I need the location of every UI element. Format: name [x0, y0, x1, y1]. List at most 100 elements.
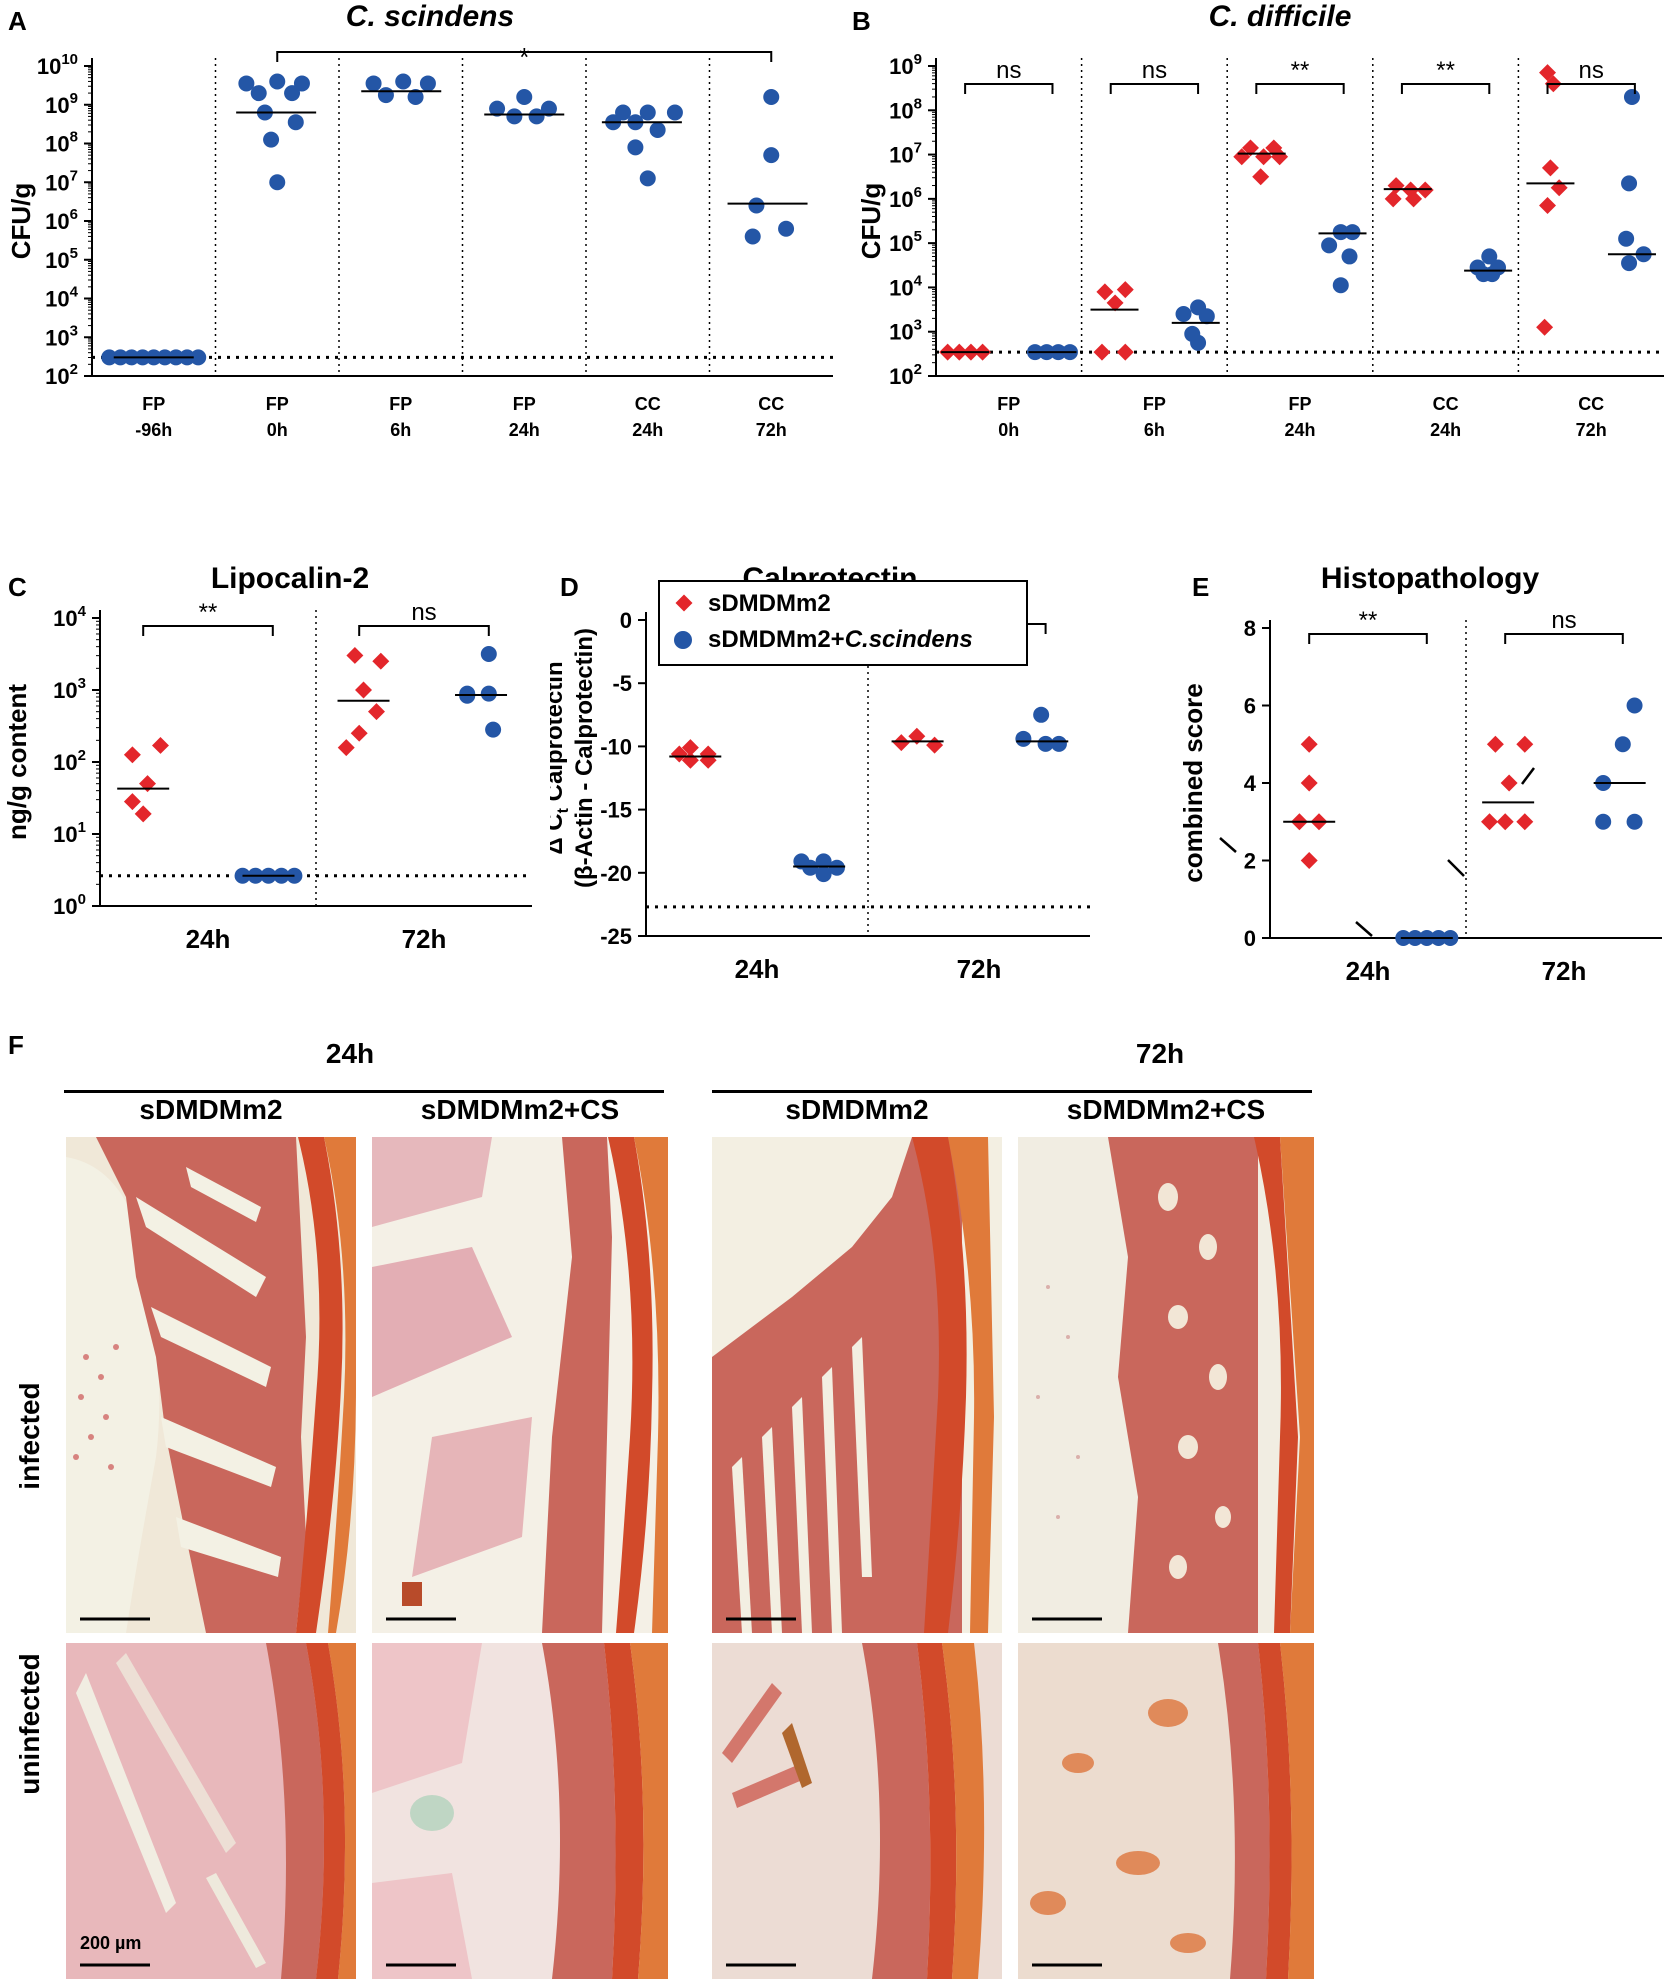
x-tick-label: 72h — [957, 954, 1002, 984]
chart-title-e: Histopathology — [1320, 562, 1540, 595]
x-tick-label: 72h — [1542, 956, 1587, 986]
data-point-circle — [506, 108, 523, 125]
y-tick-label: 107 — [45, 167, 78, 195]
x-tick-label: FP — [266, 394, 289, 414]
significance-bracket — [358, 625, 490, 636]
data-point-circle — [1175, 306, 1192, 322]
data-point-diamond — [926, 736, 944, 754]
significance-bracket — [1308, 633, 1428, 644]
data-point-diamond — [1550, 179, 1568, 197]
y-axis-label: ng/g content — [2, 684, 32, 840]
data-point-circle — [1198, 308, 1215, 325]
significance-bracket — [276, 51, 773, 62]
data-point-circle — [516, 89, 533, 105]
significance-label: ** — [199, 600, 218, 626]
data-point-diamond — [892, 734, 910, 752]
data-point-circle — [639, 170, 656, 187]
data-point-circle — [287, 114, 304, 131]
data-point-circle — [802, 859, 819, 876]
y-tick-label: -25 — [600, 924, 632, 949]
x-tick-label: FP — [389, 394, 412, 414]
x-tick-label: 24h — [735, 954, 780, 984]
data-point-circle — [395, 73, 412, 90]
data-point-diamond — [1271, 148, 1289, 166]
data-point-circle — [1190, 334, 1207, 351]
row-label-uninfected: uninfected — [14, 1653, 45, 1795]
x-tick-label: FP — [997, 394, 1020, 414]
arrow-icon — [1521, 767, 1535, 785]
legend-label-sdmdmm2: sDMDMm2 — [708, 590, 831, 617]
histology-image-72h-sdmdmm2-infected — [712, 1137, 1002, 1633]
data-point-diamond — [151, 736, 169, 754]
panel-letter-c: C — [8, 572, 27, 602]
data-point-diamond — [1516, 813, 1534, 831]
data-point-circle — [639, 104, 656, 121]
data-point-circle — [1341, 248, 1358, 265]
data-point-circle — [269, 73, 286, 90]
data-point-circle — [528, 108, 545, 125]
y-tick-label: 105 — [45, 245, 78, 273]
data-point-circle — [263, 131, 280, 148]
data-point-diamond — [1116, 343, 1134, 361]
data-point-diamond — [1500, 774, 1518, 792]
data-point-circle — [1033, 706, 1050, 723]
significance-bracket — [1109, 83, 1200, 94]
data-point-circle — [1595, 813, 1612, 830]
data-point-diamond — [1541, 159, 1559, 177]
data-point-circle — [1626, 697, 1643, 714]
panel-letter-b: B — [852, 6, 871, 36]
y-tick-label: 109 — [45, 90, 78, 118]
data-point-circle — [1321, 237, 1338, 254]
x-tick-label: 0h — [998, 420, 1019, 440]
data-point-circle — [815, 866, 832, 883]
y-tick-label: 104 — [45, 284, 78, 312]
data-point-circle — [763, 147, 780, 164]
data-point-diamond — [350, 724, 368, 742]
data-point-diamond — [1093, 343, 1111, 361]
data-point-circle — [238, 75, 255, 92]
y-tick-label: -5 — [612, 671, 632, 696]
chart-c-difficile: 102 103 104 105 106 107 108 109 FP 0h FP 6h FP 24h CC 2… — [856, 51, 1664, 440]
y-tick-label: 0 — [620, 608, 632, 633]
x-tick-label: 24h — [1284, 420, 1315, 440]
x-tick-label: 24h — [1430, 420, 1461, 440]
significance-bracket — [1546, 83, 1636, 94]
circle-marker-icon — [674, 631, 692, 649]
y-tick-label: 102 — [45, 361, 78, 389]
significance-bracket — [1504, 633, 1624, 644]
chart-title-c: Lipocalin-2 — [210, 562, 370, 595]
data-point-circle — [828, 859, 845, 876]
x-tick-label: FP — [142, 394, 165, 414]
chart-lipocalin: 100 101 102 103 104 24h 72h ng/g content ** ns — [2, 600, 532, 954]
data-point-circle — [1626, 813, 1643, 830]
data-point-circle — [540, 100, 557, 117]
data-point-circle — [1623, 89, 1640, 105]
chart-c-scindens: 102 103 104 105 106 107 108 109 1010 FP -96h FP 0h FP… — [6, 42, 833, 440]
y-tick-label: 2 — [1244, 849, 1256, 874]
y-tick-label: 105 — [889, 228, 922, 256]
row-label-infected: infected — [14, 1382, 45, 1490]
data-point-diamond — [1116, 281, 1134, 299]
histology-time-24h: 24h — [325, 1038, 375, 1069]
x-tick-label: 24h — [509, 420, 540, 440]
data-point-circle — [293, 75, 310, 92]
y-tick-label: 0 — [1244, 926, 1256, 951]
x-tick-label: 72h — [402, 924, 447, 954]
histology-bar-72h — [712, 1090, 1312, 1093]
y-tick-label: 108 — [889, 95, 922, 123]
data-point-diamond — [1384, 190, 1402, 208]
data-point-circle — [1050, 735, 1067, 752]
x-tick-label: 24h — [632, 420, 663, 440]
column-label-3: sDMDMm2 — [785, 1094, 929, 1125]
data-point-circle — [1621, 175, 1638, 192]
data-point-circle — [1621, 255, 1638, 272]
column-label-1: sDMDMm2 — [139, 1094, 283, 1125]
significance-label: * — [519, 42, 529, 72]
data-point-circle — [1015, 730, 1032, 747]
data-point-diamond — [1536, 318, 1554, 336]
data-point-circle — [1037, 735, 1054, 752]
data-point-circle — [778, 220, 795, 237]
significance-label: ** — [1359, 607, 1378, 634]
significance-label: ns — [1579, 57, 1604, 84]
data-point-circle — [748, 197, 765, 214]
